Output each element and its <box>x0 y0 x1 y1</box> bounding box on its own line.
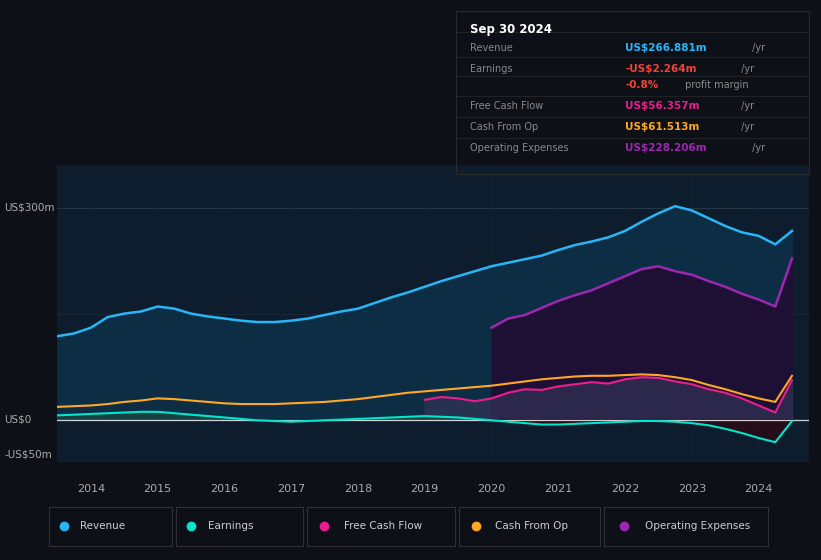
Text: 2022: 2022 <box>611 484 640 494</box>
Text: Revenue: Revenue <box>470 43 512 53</box>
Text: -US$2.264m: -US$2.264m <box>625 64 696 74</box>
Text: Revenue: Revenue <box>80 521 125 531</box>
Text: 2023: 2023 <box>677 484 706 494</box>
Text: 2017: 2017 <box>277 484 305 494</box>
Text: Operating Expenses: Operating Expenses <box>645 521 750 531</box>
Text: 2020: 2020 <box>477 484 506 494</box>
Text: /yr: /yr <box>738 64 754 74</box>
Text: Free Cash Flow: Free Cash Flow <box>344 521 422 531</box>
Text: Cash From Op: Cash From Op <box>494 521 567 531</box>
Text: US$266.881m: US$266.881m <box>625 43 707 53</box>
Text: Cash From Op: Cash From Op <box>470 122 538 132</box>
Text: 2018: 2018 <box>344 484 372 494</box>
Text: /yr: /yr <box>750 43 765 53</box>
Text: US$61.513m: US$61.513m <box>625 122 699 132</box>
Text: profit margin: profit margin <box>681 80 748 90</box>
Text: /yr: /yr <box>738 122 754 132</box>
Text: Free Cash Flow: Free Cash Flow <box>470 101 543 111</box>
Text: US$228.206m: US$228.206m <box>625 143 707 153</box>
Text: Earnings: Earnings <box>208 521 253 531</box>
Text: 2014: 2014 <box>76 484 105 494</box>
Text: 2015: 2015 <box>144 484 172 494</box>
Text: Earnings: Earnings <box>470 64 512 74</box>
Text: US$300m: US$300m <box>4 203 55 213</box>
Text: /yr: /yr <box>750 143 765 153</box>
Text: Sep 30 2024: Sep 30 2024 <box>470 22 552 36</box>
Text: US$0: US$0 <box>4 414 31 424</box>
Text: -0.8%: -0.8% <box>625 80 658 90</box>
Text: Operating Expenses: Operating Expenses <box>470 143 568 153</box>
Text: 2019: 2019 <box>410 484 439 494</box>
Text: -US$50m: -US$50m <box>4 450 52 460</box>
Text: 2024: 2024 <box>745 484 773 494</box>
Text: /yr: /yr <box>738 101 754 111</box>
Text: US$56.357m: US$56.357m <box>625 101 699 111</box>
Text: 2021: 2021 <box>544 484 572 494</box>
Text: 2016: 2016 <box>210 484 238 494</box>
